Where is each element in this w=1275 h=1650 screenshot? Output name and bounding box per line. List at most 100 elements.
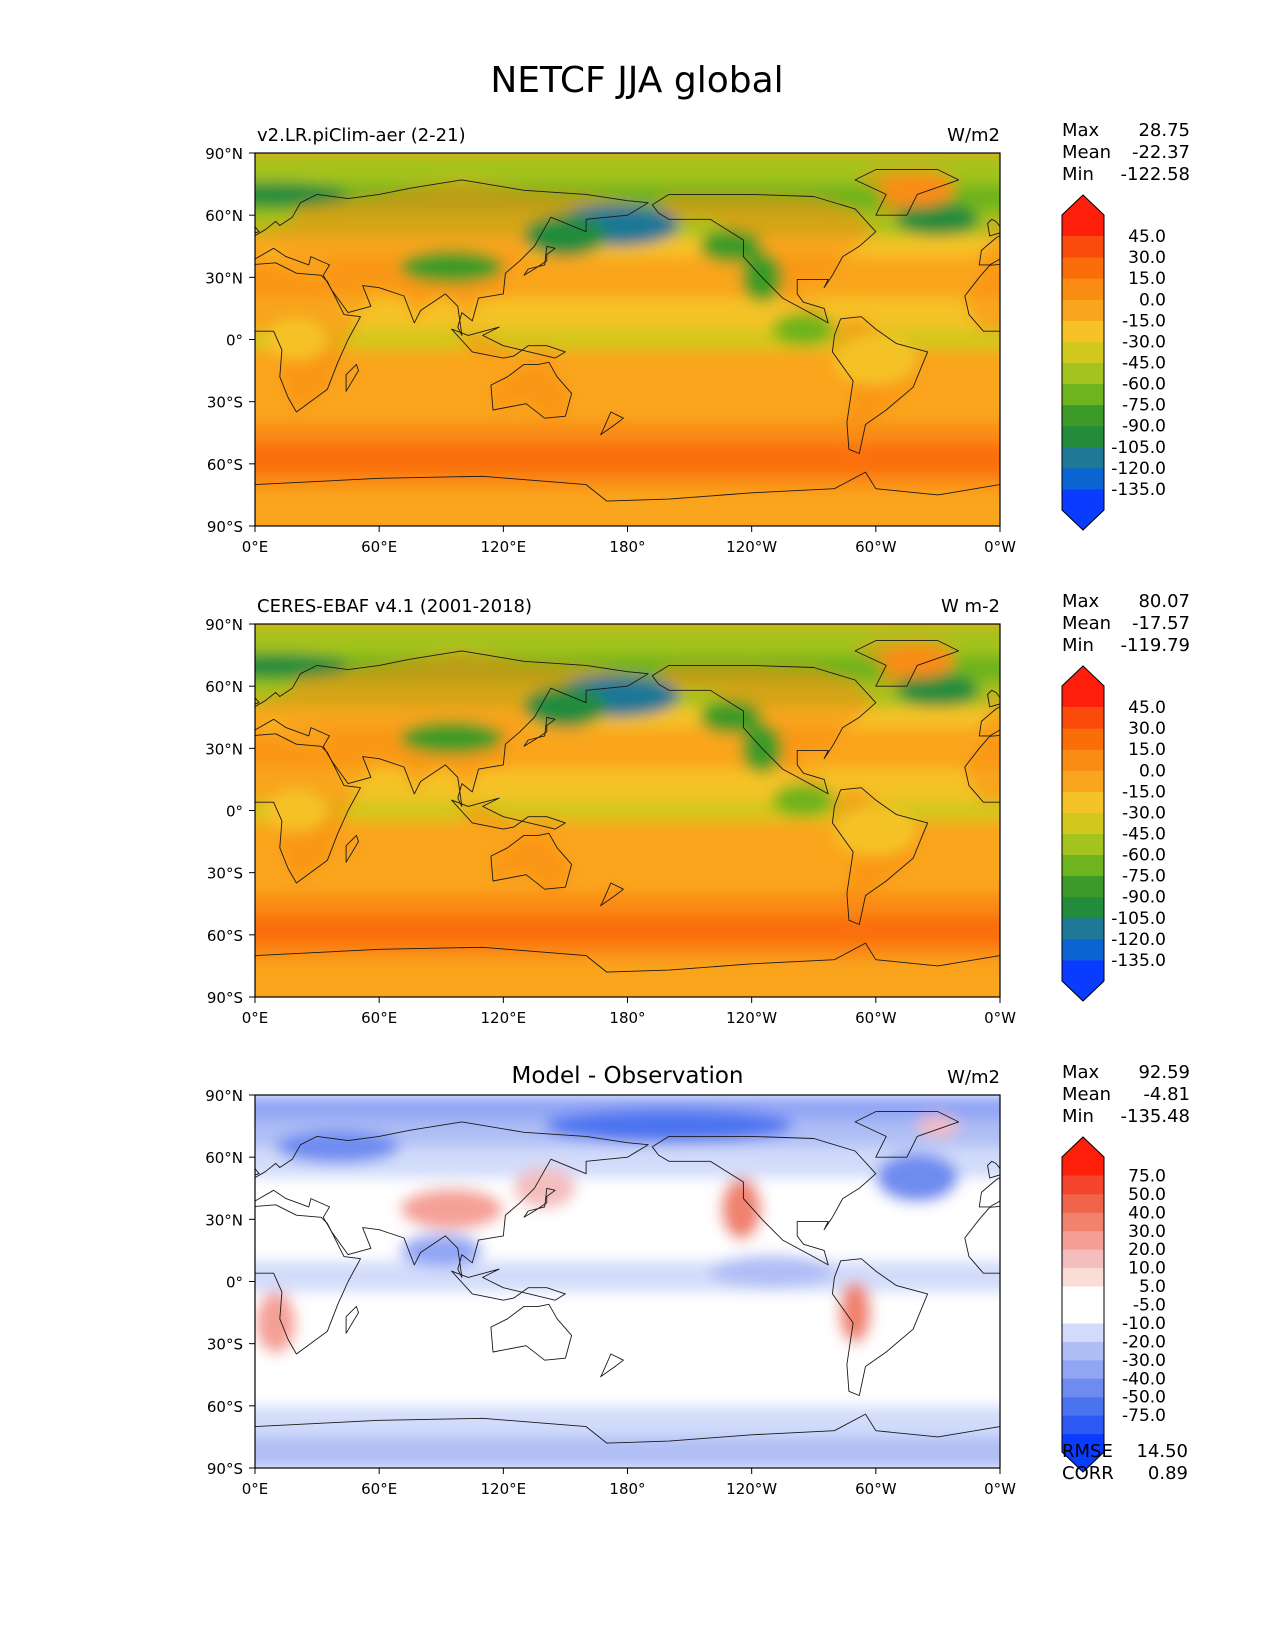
- coastline-africa: [255, 733, 361, 884]
- lon-tick-label: 0°E: [242, 538, 269, 556]
- region-anomaly: [513, 1167, 576, 1209]
- stat-label: RMSE: [1062, 1441, 1113, 1462]
- panel-left-title: CERES-EBAF v4.1 (2001-2018): [257, 596, 532, 617]
- lon-tick-label: 120°E: [481, 538, 527, 556]
- colorbar-segment: [1062, 1212, 1104, 1232]
- region-anomaly: [875, 1153, 959, 1203]
- coastline-indonesia: [451, 797, 566, 830]
- coastline-eurasia-w: [978, 1177, 1000, 1208]
- panel-units: W/m2: [947, 125, 1000, 146]
- region-anomaly: [524, 686, 607, 728]
- lon-tick-label: 0°W: [984, 538, 1016, 556]
- coastline-uk-w: [987, 1160, 1000, 1179]
- coastlines: [255, 1111, 1000, 1468]
- lon-tick-label: 60°W: [855, 1009, 897, 1027]
- stat-label: Min: [1062, 1106, 1094, 1127]
- colorbar-label: 10.0: [1128, 1259, 1166, 1279]
- coastline-eurasia: [255, 650, 649, 807]
- lat-tick-label: 90°N: [205, 616, 243, 634]
- stat-label: Mean: [1062, 1084, 1111, 1105]
- coastline-antarctica: [255, 1413, 1000, 1468]
- side-model: Max 28.75 Mean -22.37 Min -122.58 45.030.015.0…: [1061, 120, 1190, 531]
- colorbar-segment: [1062, 728, 1104, 750]
- colorbar-segment: [1062, 812, 1104, 834]
- colorbar-segment: [1062, 236, 1104, 258]
- colorbar-segment: [1062, 707, 1104, 729]
- colorbar-segment: [1062, 666, 1104, 708]
- lat-tick-label: 0°: [226, 332, 243, 350]
- region-anomaly: [275, 1130, 400, 1164]
- stat-value: -4.81: [1143, 1084, 1190, 1105]
- colorbar-label: 15.0: [1128, 740, 1166, 760]
- contour-field: [255, 1095, 1000, 1468]
- coastline-newzealand: [600, 1353, 624, 1378]
- coastlines: [255, 640, 1000, 997]
- region-anomaly: [896, 202, 980, 236]
- colorbar-segment: [1062, 1359, 1104, 1379]
- lat-tick-label: 60°N: [205, 1149, 243, 1167]
- region-anomaly: [879, 173, 955, 207]
- colorbar-segment: [1062, 383, 1104, 406]
- stat-label: CORR: [1062, 1463, 1114, 1484]
- region-anomaly: [255, 653, 349, 678]
- lat-tick-label: 60°S: [207, 456, 243, 474]
- region-anomaly: [265, 789, 328, 832]
- stat-label: Min: [1062, 164, 1094, 185]
- colorbar: 45.030.015.00.0-15.0-30.0-45.0-60.0-75.0…: [1061, 665, 1166, 1002]
- region-anomaly: [896, 673, 980, 707]
- colorbar-segment: [1062, 917, 1104, 940]
- region-anomaly: [699, 700, 763, 734]
- stat-value: -22.37: [1132, 142, 1190, 163]
- region-anomaly: [834, 335, 918, 386]
- region-anomaly: [265, 318, 328, 361]
- lat-tick-label: 30°N: [205, 740, 243, 758]
- colorbar: 75.050.040.030.020.010.05.0-5.0-10.0-20.…: [1061, 1136, 1166, 1473]
- colorbar-label: 40.0: [1128, 1203, 1166, 1223]
- stat-value: 80.07: [1138, 591, 1190, 612]
- map-obs: 90°N 60°N 30°N 0° 30°S 60°S 90°S 0°E 60°E 120°E 18…: [205, 596, 1016, 1027]
- colorbar-label: -60.0: [1122, 375, 1166, 395]
- lat-band: [255, 893, 1000, 916]
- colorbar-label: -135.0: [1111, 951, 1166, 971]
- coastline-uk-w: [987, 689, 1000, 708]
- stat-value: -17.57: [1132, 613, 1190, 634]
- colorbar-segment: [1062, 425, 1104, 448]
- colorbar-label: -105.0: [1111, 438, 1166, 458]
- lat-band: [255, 1291, 1000, 1345]
- lat-tick-label: 0°: [226, 803, 243, 821]
- lat-tick-label: 90°N: [205, 1087, 243, 1105]
- lon-tick-label: 180°: [609, 538, 645, 556]
- colorbar-label: 20.0: [1128, 1240, 1166, 1260]
- lat-band: [255, 443, 1000, 476]
- stat-label: Mean: [1062, 613, 1111, 634]
- stat-label: Min: [1062, 635, 1094, 656]
- colorbar-label: -10.0: [1122, 1314, 1166, 1334]
- colorbar-label: -30.0: [1122, 803, 1166, 823]
- coastline-antarctica: [255, 942, 1000, 997]
- region-anomaly: [399, 250, 504, 284]
- lon-tick-label: 0°W: [984, 1009, 1016, 1027]
- colorbar-segment: [1062, 1378, 1104, 1398]
- stat-value: 0.89: [1148, 1463, 1188, 1484]
- colorbar-label: 0.0: [1139, 761, 1166, 781]
- region-anomaly: [399, 721, 504, 755]
- lat-tick-label: 30°N: [205, 269, 243, 287]
- side-diff: Max 92.59 Mean -4.81 Min -135.48 75.050.040.03…: [1061, 1062, 1190, 1484]
- contour-field: [255, 153, 1000, 526]
- colorbar-label: -15.0: [1122, 311, 1166, 331]
- lon-tick-label: 120°E: [481, 1480, 527, 1498]
- lat-band: [255, 298, 1000, 331]
- colorbar-outline: [1061, 665, 1105, 1002]
- coastline-samerica: [831, 787, 929, 925]
- coastline-madagascar: [345, 363, 359, 392]
- region-anomaly: [255, 182, 349, 207]
- coastline-uk: [255, 225, 260, 234]
- colorbar-segment: [1062, 1304, 1104, 1324]
- stat-value: 14.50: [1136, 1441, 1188, 1462]
- coastline-namerica: [651, 193, 877, 324]
- coastline-newzealand: [600, 882, 624, 907]
- colorbar-label: 45.0: [1128, 698, 1166, 718]
- panel-left-title: v2.LR.piClim-aer (2-21): [257, 125, 466, 146]
- coastline-uk: [255, 1167, 260, 1176]
